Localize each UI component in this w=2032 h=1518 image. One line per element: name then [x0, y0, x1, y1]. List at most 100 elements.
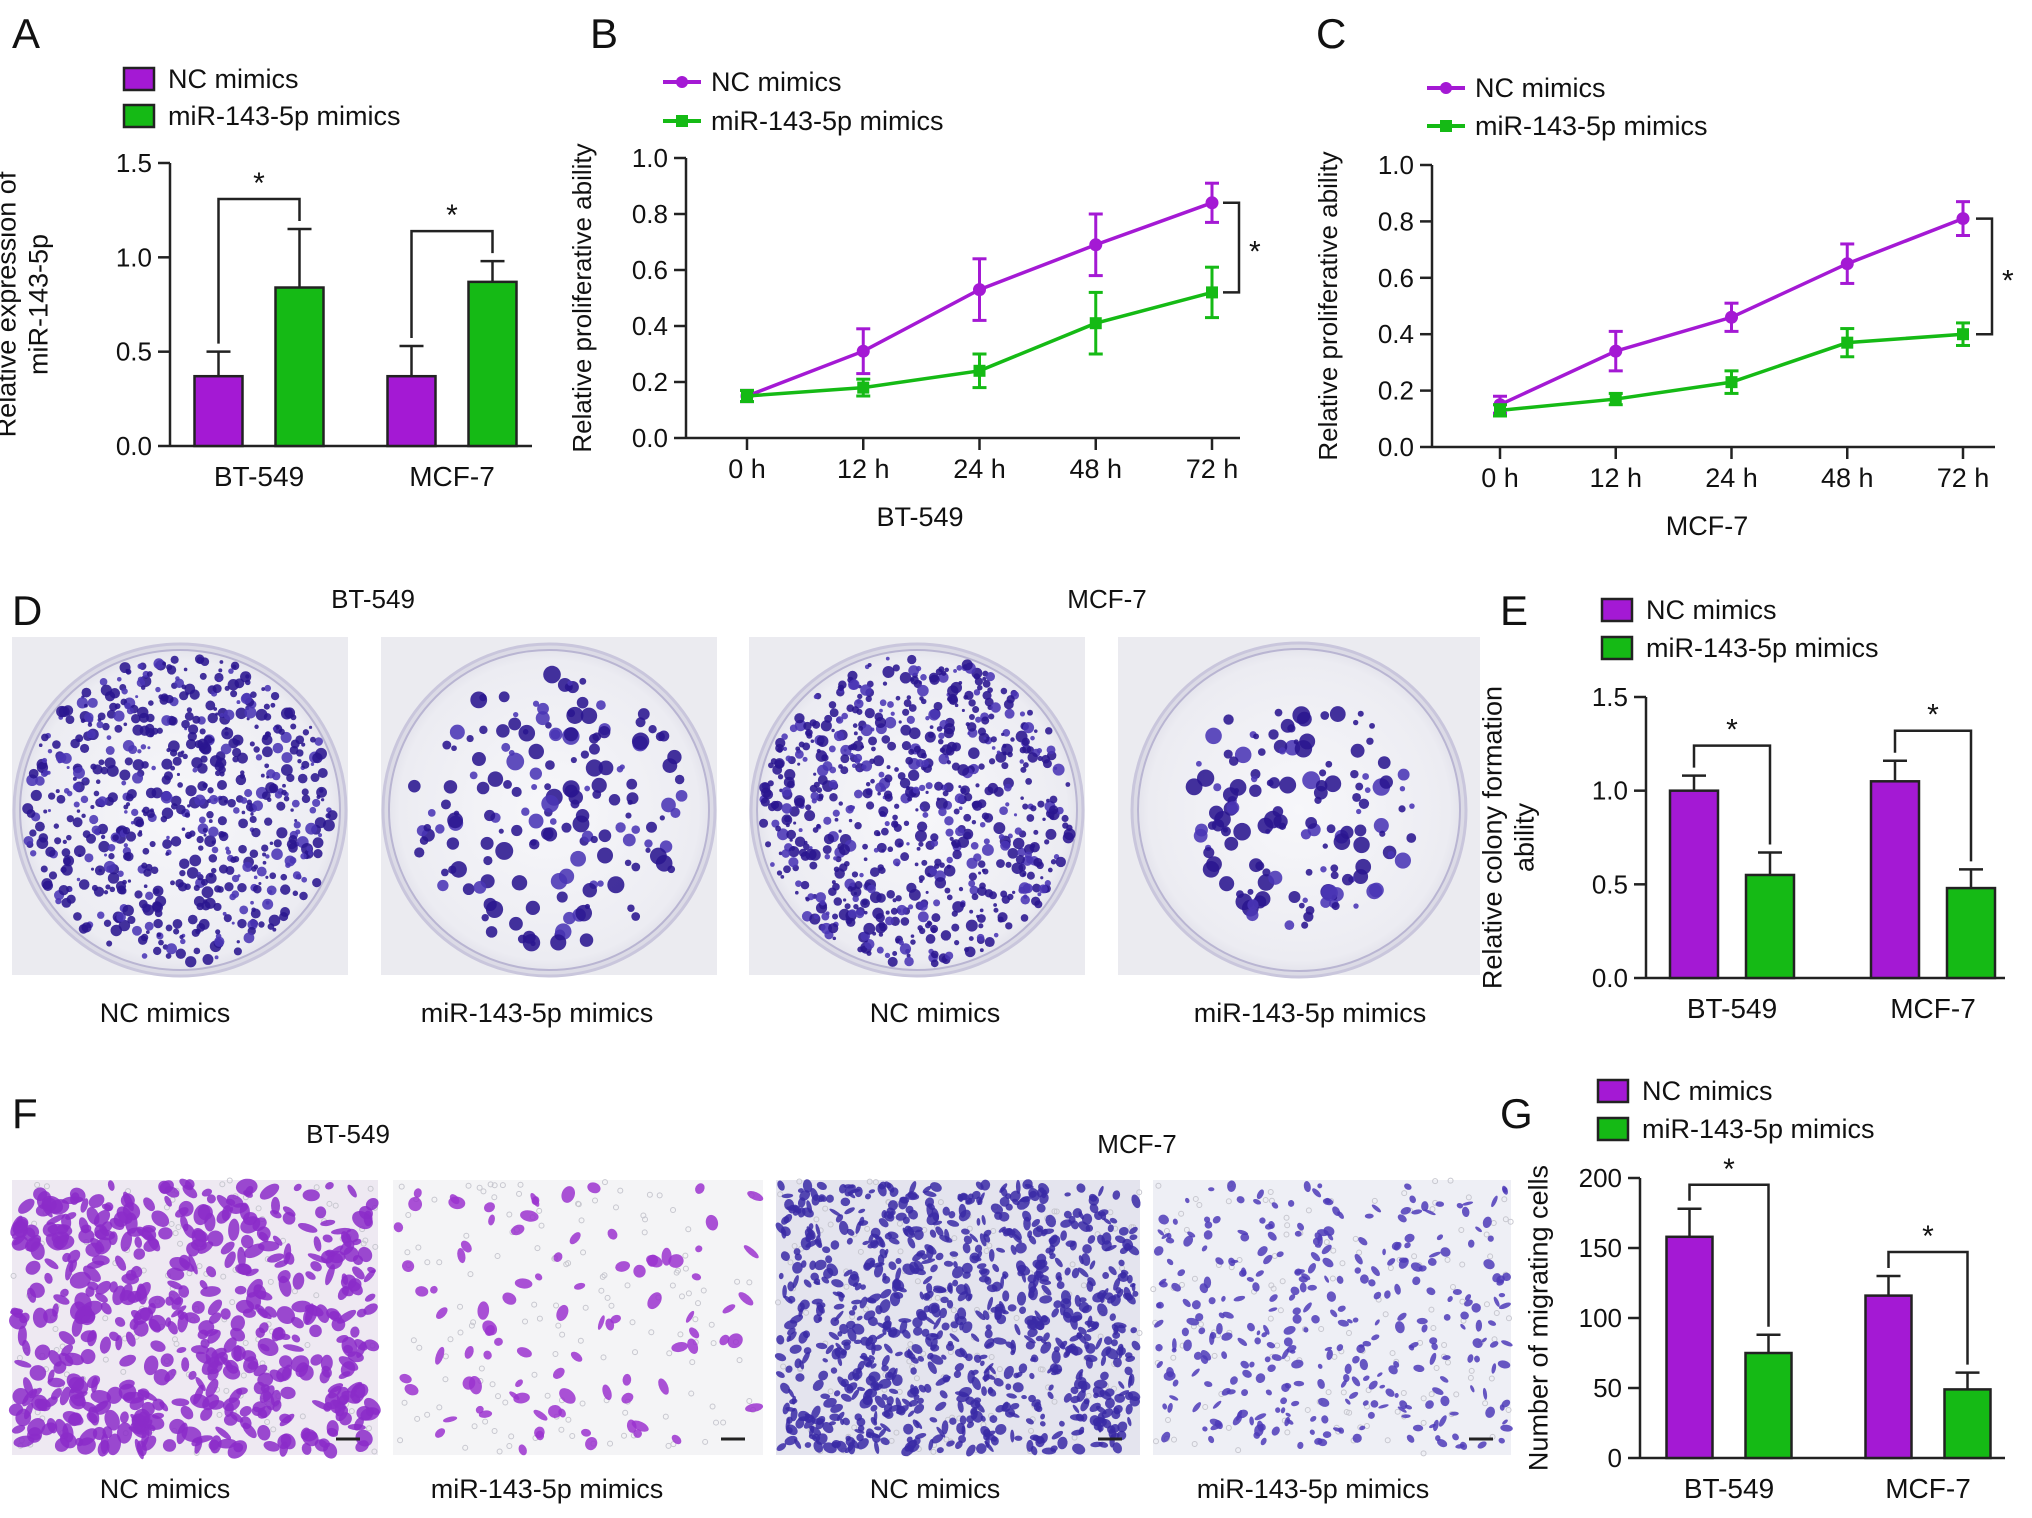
membrane-pore	[685, 1226, 692, 1233]
y-tick-label: 1.0	[1592, 776, 1628, 806]
migrated-cell	[973, 1354, 982, 1363]
colony	[978, 763, 985, 770]
colony	[106, 735, 112, 740]
colony	[1233, 788, 1240, 794]
colony	[480, 836, 494, 850]
migrated-cell	[176, 1422, 188, 1445]
colony	[121, 688, 128, 695]
colony	[912, 786, 920, 794]
migrated-cell	[107, 1180, 115, 1191]
colony	[812, 827, 819, 833]
migrated-cell	[11, 1228, 28, 1240]
colony	[1001, 743, 1013, 756]
colony	[567, 680, 573, 686]
colony	[1195, 760, 1202, 767]
colony	[981, 716, 990, 725]
legend-marker	[1440, 120, 1452, 132]
colony	[954, 703, 959, 708]
colony	[322, 819, 335, 832]
membrane-pore	[646, 1191, 653, 1198]
membrane-pore	[1277, 1307, 1284, 1314]
colony	[109, 886, 116, 893]
migrated-cell	[11, 1424, 26, 1434]
colony	[929, 725, 934, 729]
colony	[781, 849, 791, 858]
membrane-pore	[1505, 1315, 1512, 1322]
colony	[204, 835, 217, 848]
migrated-cell	[1095, 1337, 1103, 1350]
migrated-cell	[941, 1420, 949, 1435]
colony	[860, 684, 872, 696]
migrated-cell	[1345, 1398, 1351, 1405]
y-tick-label: 0.4	[1378, 319, 1414, 349]
migrated-cell	[556, 1304, 569, 1321]
migrated-cell	[984, 1338, 995, 1348]
migrated-cell	[1019, 1196, 1030, 1202]
colony	[1000, 890, 1008, 898]
membrane-pore	[1053, 1208, 1060, 1215]
colony	[867, 884, 876, 894]
migrated-cell	[531, 1196, 540, 1205]
migrated-cell	[1352, 1317, 1359, 1323]
migrated-cell	[865, 1342, 875, 1351]
migrated-cell	[509, 1391, 520, 1400]
migrated-cell	[1384, 1290, 1391, 1299]
migrated-cell	[199, 1280, 208, 1290]
membrane-pore	[1400, 1389, 1407, 1396]
colony	[917, 684, 929, 697]
colony	[920, 674, 927, 681]
colony	[280, 731, 292, 743]
migrated-cell	[1165, 1237, 1175, 1244]
membrane-pore	[1356, 1249, 1363, 1256]
membrane-pore	[502, 1399, 509, 1406]
colony	[674, 774, 685, 785]
colony	[208, 794, 219, 805]
migrated-cell	[1017, 1264, 1031, 1276]
migrated-cell	[1203, 1230, 1213, 1240]
migrated-cell	[1129, 1283, 1136, 1288]
migrated-cell	[957, 1290, 969, 1302]
colony	[249, 741, 255, 747]
migrated-cell	[777, 1180, 785, 1191]
colony	[75, 734, 84, 743]
migrated-cell	[143, 1355, 159, 1376]
migrated-cell	[883, 1343, 893, 1354]
migrated-cell	[291, 1334, 301, 1343]
colony	[479, 725, 488, 735]
migrated-cell	[987, 1296, 994, 1311]
migrated-cell	[10, 1308, 24, 1316]
colony	[310, 773, 320, 783]
membrane-pore	[1343, 1409, 1350, 1416]
colony	[852, 723, 858, 728]
migrated-cell	[222, 1364, 241, 1380]
membrane-pore	[496, 1448, 503, 1455]
migrated-cell	[818, 1370, 829, 1381]
membrane-pore	[580, 1249, 587, 1256]
migrated-cell	[889, 1187, 899, 1197]
migrated-cell	[17, 1325, 27, 1346]
migrated-cell	[929, 1354, 944, 1365]
colony	[135, 695, 139, 699]
colony	[916, 821, 928, 832]
migrated-cell	[882, 1320, 892, 1330]
colony	[146, 809, 155, 819]
colony	[1049, 795, 1058, 804]
colony	[965, 919, 978, 932]
colony	[785, 755, 792, 762]
migrated-cell	[1303, 1302, 1312, 1313]
colony	[1001, 762, 1009, 770]
colony	[1036, 747, 1043, 754]
membrane-pore	[822, 1205, 829, 1212]
caption-f-1: NC mimics	[100, 1474, 230, 1504]
colony	[966, 722, 977, 732]
migrated-cell	[958, 1209, 971, 1222]
membrane-pore	[577, 1337, 584, 1344]
migrated-cell	[34, 1344, 51, 1361]
membrane-pore	[491, 1194, 498, 1201]
migrated-cell	[668, 1254, 684, 1268]
colony	[147, 746, 151, 750]
migrated-cell	[310, 1354, 323, 1366]
migrated-cell	[1077, 1267, 1089, 1278]
colony	[227, 798, 236, 808]
